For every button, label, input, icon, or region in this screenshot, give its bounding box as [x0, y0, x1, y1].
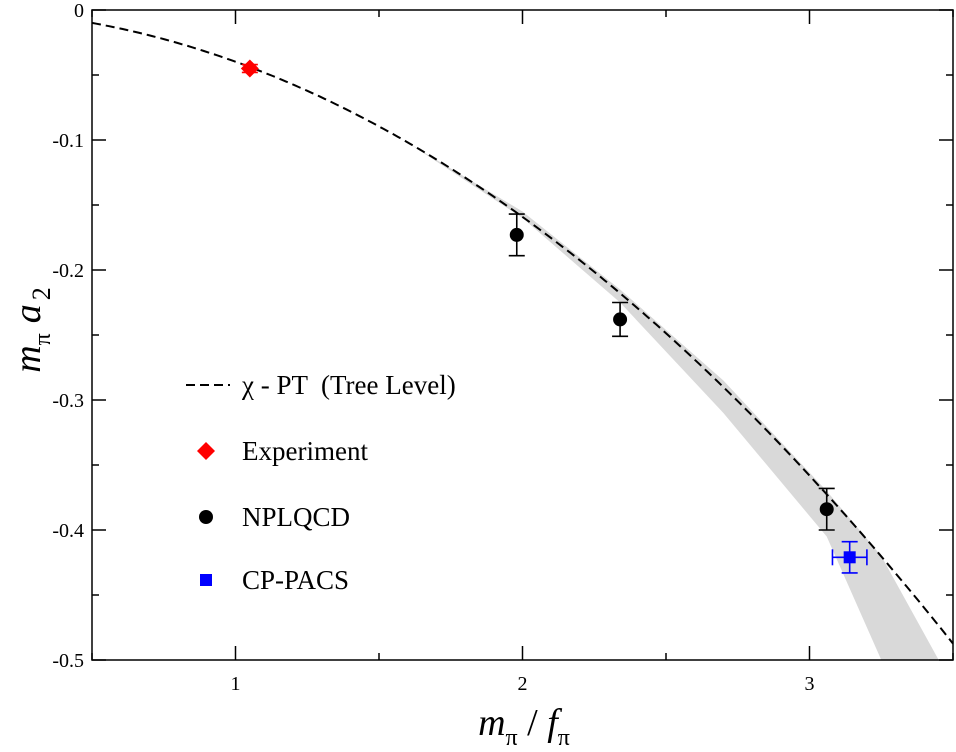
chpt-curve-layer [91, 21, 954, 645]
ticks-layer: 1 2 3 0 -0.1 -0.2 -0.3 -0.4 -0.5 [52, 0, 954, 695]
chpt-curve [91, 21, 954, 645]
data-points-layer [240, 59, 868, 574]
cp-pacs-point [843, 551, 856, 564]
y-tick-label: -0.1 [52, 130, 84, 152]
legend-label-experiment: Experiment [242, 436, 368, 466]
x-tick-label: 3 [805, 673, 815, 695]
uncertainty-band-layer [321, 98, 939, 660]
legend-marker-experiment [197, 442, 215, 460]
y-tick-label: 0 [74, 0, 84, 22]
nplqcd-point [509, 227, 524, 242]
legend: χ - PT (Tree Level) Experiment NPLQCD CP-PA… [186, 370, 456, 595]
y-axis-label: mπa2 [7, 287, 56, 373]
y-tick-label: -0.4 [52, 520, 84, 542]
legend-label--pt-tree-level-: χ - PT (Tree Level) [241, 370, 456, 400]
legend-marker-cp-pacs [200, 574, 212, 586]
legend-label-cp-pacs: CP-PACS [242, 565, 349, 595]
y-tick-label: -0.5 [52, 650, 84, 672]
legend-label-nplqcd: NPLQCD [242, 502, 350, 532]
uncertainty-band [321, 98, 939, 660]
y-tick-label: -0.3 [52, 390, 84, 412]
nplqcd-point [819, 502, 834, 517]
plot-frame [91, 9, 954, 661]
x-tick-label: 1 [231, 673, 241, 695]
x-axis-label: mπ / fπ [478, 702, 570, 751]
nplqcd-point [613, 312, 628, 327]
y-tick-label: -0.2 [52, 260, 84, 282]
legend-marker-nplqcd [199, 510, 213, 524]
experiment-point [240, 59, 259, 78]
x-tick-label: 2 [518, 673, 528, 695]
